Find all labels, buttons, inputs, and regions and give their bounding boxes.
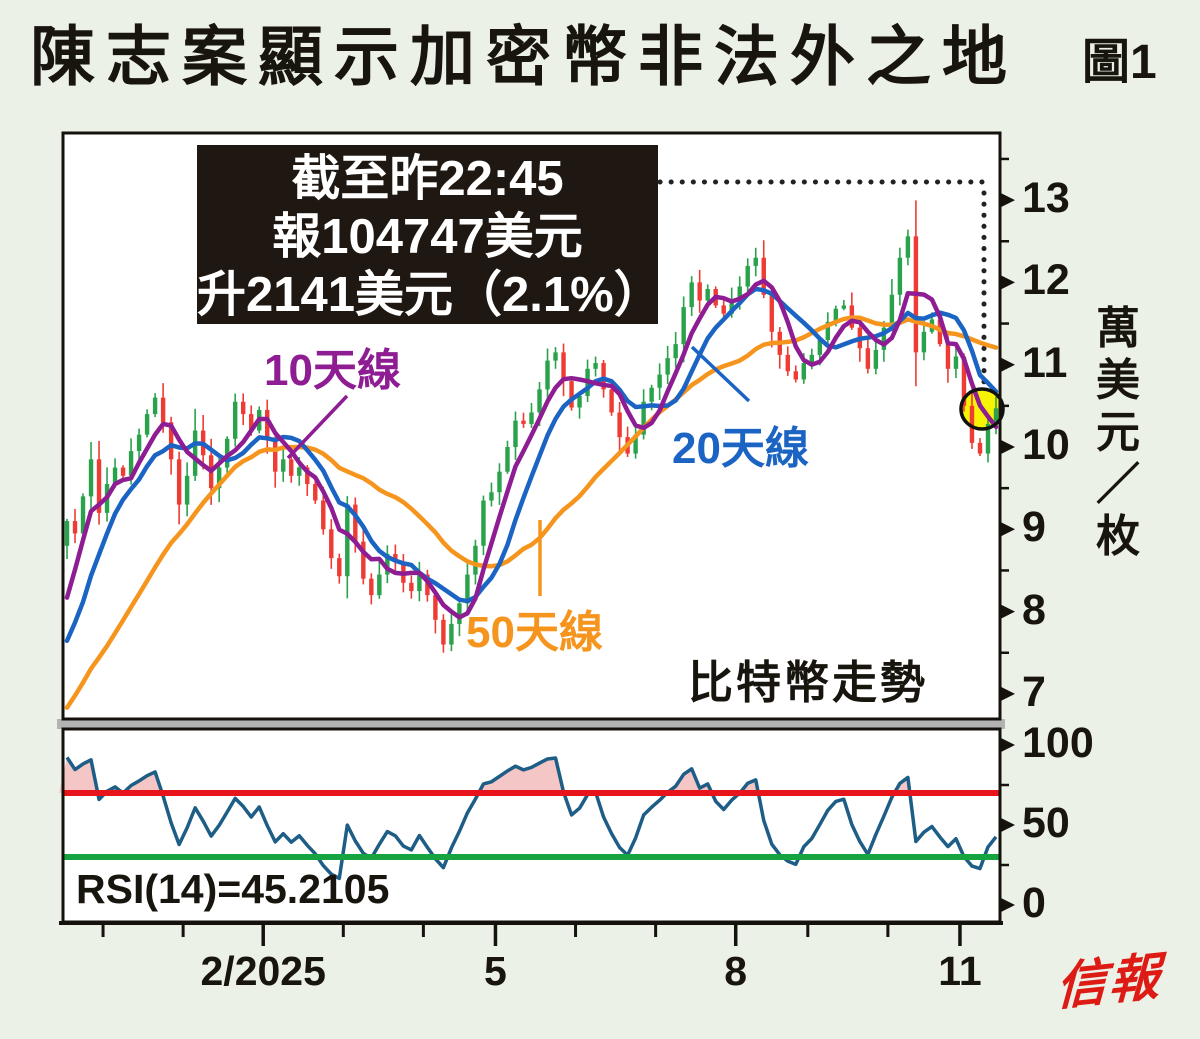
rsi-axis-tick-label: 100 [1022, 719, 1094, 767]
candles-layer [64, 200, 999, 653]
y-axis-unit-char: 萬 [1096, 304, 1140, 353]
y-axis-unit-char: ／ [1096, 460, 1140, 509]
figure-number-label: 圖1 [1082, 36, 1157, 89]
callout-time: 截至昨22:45 [291, 152, 564, 206]
ma-line-20天線 [64, 286, 999, 644]
y-axis-tick-label: 10 [1022, 421, 1070, 469]
x-axis-tick-label: 2/2025 [200, 948, 326, 994]
page-title: 陳志案顯示加密幣非法外之地 [30, 20, 1019, 93]
ma50-legend-label: 50天線 [466, 608, 603, 657]
callout-change: 升2141美元（2.1%） [197, 268, 663, 322]
y-axis-unit-char: 美 [1096, 356, 1140, 405]
y-axis-tick-label: 8 [1022, 585, 1046, 634]
y-axis-tick-label: 11 [1022, 338, 1068, 387]
rsi-axis-tick-label: 50 [1022, 799, 1070, 847]
y-axis-unit-label: 萬美元／枚 [1090, 303, 1146, 563]
rsi-axis-tick-label: 0 [1022, 879, 1046, 927]
ma-line-10天線 [64, 278, 999, 620]
y-axis-tick-label: 7 [1022, 667, 1046, 716]
y-axis-tick-label: 12 [1022, 256, 1070, 305]
callout-price: 報104747美元 [272, 210, 583, 264]
ma10-legend-label: 10天線 [264, 346, 401, 395]
y-axis-unit-char: 枚 [1096, 512, 1140, 561]
ma-line-50天線 [64, 315, 999, 710]
series-title-label: 比特幣走勢 [688, 657, 929, 708]
rsi-line [65, 756, 998, 881]
ma20-legend-label: 20天線 [672, 424, 809, 473]
y-axis-tick-label: 13 [1022, 174, 1070, 223]
price-callout-box: 截至昨22:45 報104747美元 升2141美元（2.1%） [197, 145, 663, 324]
x-axis-tick-label: 11 [938, 948, 982, 994]
y-axis-tick-label: 9 [1022, 503, 1046, 552]
rsi-value-label: RSI(14)=45.2105 [76, 866, 390, 912]
y-axis-unit-char: 元 [1096, 408, 1140, 457]
newspaper-logo: 信報 [1055, 947, 1163, 1016]
x-axis-tick-label: 5 [484, 948, 507, 994]
x-axis-tick-label: 8 [724, 948, 748, 994]
